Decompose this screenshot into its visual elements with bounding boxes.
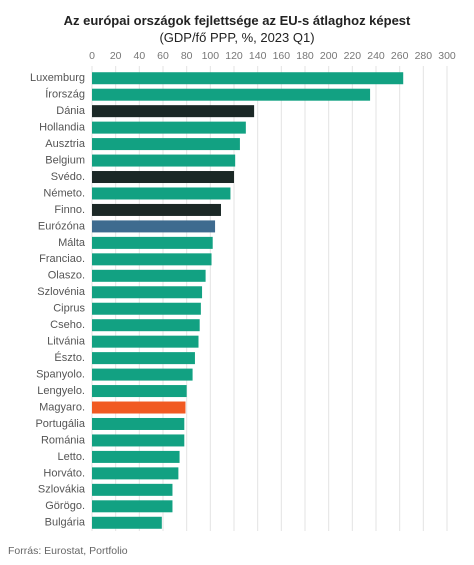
y-tick-label: Franciao.	[39, 253, 85, 265]
x-tick-label: 60	[157, 50, 169, 62]
bar	[92, 105, 255, 118]
y-tick-label: Hollandia	[39, 122, 86, 134]
bar	[92, 385, 187, 398]
y-tick-label: Szlovénia	[37, 286, 86, 298]
x-tick-label: 80	[181, 50, 193, 62]
x-tick-label: 20	[110, 50, 122, 62]
x-tick-label: 40	[133, 50, 145, 62]
y-tick-label: Görögo.	[45, 500, 85, 512]
bar	[92, 417, 185, 430]
y-tick-label: Magyaro.	[39, 401, 85, 413]
y-tick-label: Észto.	[54, 351, 85, 364]
x-tick-label: 100	[202, 50, 220, 62]
x-tick-label: 220	[344, 50, 362, 62]
y-tick-label: Dánia	[56, 105, 86, 117]
y-tick-label: Románia	[41, 434, 86, 446]
y-tick-label: Málta	[58, 237, 86, 249]
source: Forrás: Eurostat, Portfolio	[8, 545, 128, 557]
y-tick-label: Cseho.	[50, 319, 85, 331]
bar	[92, 154, 236, 167]
bar	[92, 236, 213, 249]
x-tick-label: 180	[296, 50, 314, 62]
y-tick-label: Belgium	[45, 154, 85, 166]
bar	[92, 138, 240, 151]
y-tick-label: Finno.	[54, 204, 85, 216]
x-tick-label: 300	[438, 50, 456, 62]
x-tick-label: 240	[367, 50, 385, 62]
y-tick-label: Horváto.	[43, 467, 85, 479]
y-tick-label: Eurózóna	[38, 220, 86, 232]
y-tick-label: Ausztria	[45, 138, 86, 150]
y-tick-label: Bulgária	[45, 517, 86, 529]
bar	[92, 269, 206, 282]
bar	[92, 302, 201, 315]
x-tick-label: 160	[273, 50, 291, 62]
bar	[92, 368, 193, 381]
x-tick-label: 120	[225, 50, 243, 62]
bar	[92, 319, 200, 332]
y-tick-label: Litvánia	[47, 336, 86, 348]
bar	[92, 171, 234, 184]
title-block: Az európai országok fejlettsége az EU-s …	[40, 12, 434, 46]
chart-subtitle: (GDP/fő PPP, %, 2023 Q1)	[159, 30, 315, 45]
bar	[92, 253, 212, 266]
y-tick-label: Letto.	[57, 451, 85, 463]
x-tick-label: 0	[89, 50, 95, 62]
y-tick-label: Németo.	[43, 187, 85, 199]
bar	[92, 203, 221, 216]
y-tick-label: Spanyolo.	[36, 368, 85, 380]
y-tick-label: Olaszo.	[48, 270, 85, 282]
x-tick-label: 140	[249, 50, 267, 62]
bar	[92, 450, 180, 463]
bar	[92, 286, 203, 299]
x-tick-label: 200	[320, 50, 338, 62]
bar	[92, 220, 216, 233]
bar	[92, 88, 371, 101]
y-tick-label: Ciprus	[53, 303, 85, 315]
y-tick-label: Luxemburg	[30, 72, 85, 84]
chart-title: Az európai országok fejlettsége az EU-s …	[63, 13, 411, 28]
y-tick-label: Portugália	[35, 418, 85, 430]
bar	[92, 483, 173, 496]
bar	[92, 401, 186, 414]
bar	[92, 335, 199, 348]
y-tick-label: Írország	[45, 88, 85, 101]
bar	[92, 121, 246, 134]
y-tick-label: Szlovákia	[38, 484, 86, 496]
bar	[92, 516, 162, 529]
bar	[92, 467, 179, 480]
bar	[92, 72, 404, 85]
y-tick-label: Lengyelo.	[37, 385, 85, 397]
x-tick-label: 260	[391, 50, 409, 62]
bar	[92, 352, 195, 365]
bar	[92, 187, 231, 200]
y-tick-label: Svédo.	[51, 171, 85, 183]
x-tick-label: 280	[415, 50, 433, 62]
bar	[92, 500, 173, 513]
bar	[92, 434, 185, 447]
